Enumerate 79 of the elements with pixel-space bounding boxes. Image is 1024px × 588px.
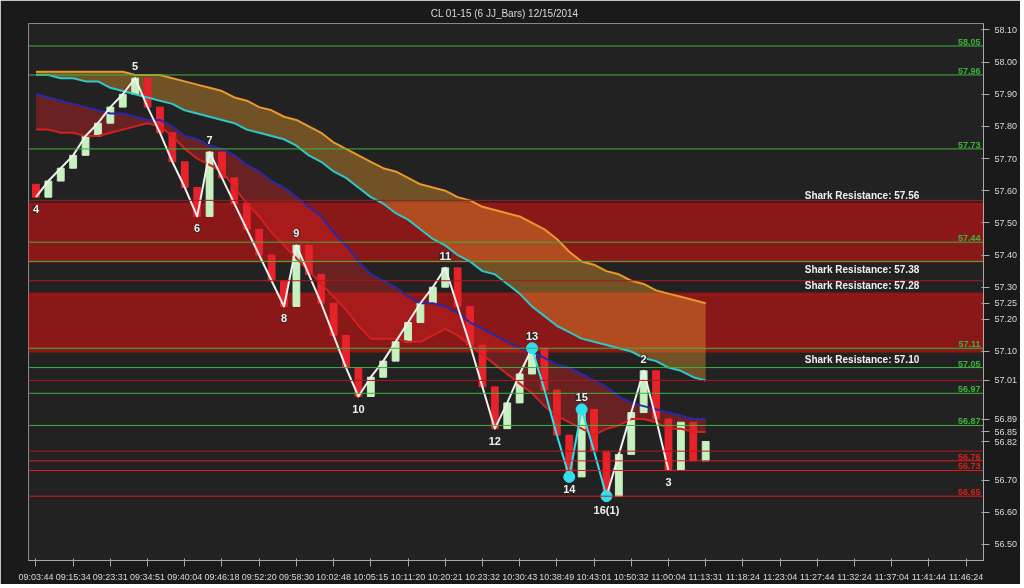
x-tick-label: 09:23:31: [92, 571, 128, 582]
x-tick-label: 11:18:24: [725, 571, 761, 582]
x-tick-label: 09:15:34: [55, 571, 91, 582]
annotation: 6: [194, 222, 201, 235]
y-tick-label: 58.00: [994, 57, 1018, 68]
y-tick-label: 57.80: [994, 121, 1018, 132]
ref-line-label: 58.05: [957, 37, 981, 48]
ref-line-label: 56.76: [957, 451, 981, 462]
x-tick-label: 11:32:24: [837, 571, 872, 582]
y-tick-label: 57.30: [994, 282, 1018, 293]
ref-line-label: 56.73: [957, 461, 981, 472]
annotation: 5: [132, 60, 139, 73]
x-tick-label: 11:13:31: [688, 571, 723, 582]
ref-line-label: 57.96: [957, 65, 981, 76]
annotation: Shark Resistance: 57.56: [804, 189, 920, 201]
y-tick-label: 57.60: [994, 185, 1018, 196]
ref-line-label: 57.05: [957, 358, 981, 369]
annotation: 8: [280, 312, 288, 325]
x-tick-label: 10:20:21: [427, 571, 463, 582]
annotation: 11: [439, 249, 452, 262]
annotation: 4: [32, 203, 40, 216]
annotation: 13: [525, 330, 539, 343]
y-tick-label: 57.01: [994, 375, 1018, 386]
point: [575, 403, 588, 416]
x-tick-label: 10:05:15: [353, 571, 389, 582]
x-tick-label: 10:02:48: [316, 571, 352, 582]
annotation: 15: [575, 391, 588, 404]
line-series: [34, 70, 707, 305]
annotation: 9: [293, 227, 300, 240]
annotation: Shark Resistance: 57.10: [804, 354, 920, 366]
ref-line-label: 56.65: [957, 487, 981, 498]
x-tick-label: 10:38:49: [539, 571, 575, 582]
ref-line-label: 57.44: [957, 233, 981, 244]
y-tick-label: 57.90: [994, 89, 1018, 100]
x-tick-label: 11:00:04: [651, 571, 686, 582]
annotation: Shark Resistance: 57.28: [804, 279, 920, 291]
y-tick-label: 56.50: [994, 539, 1018, 550]
y-tick-label: 57.25: [994, 298, 1018, 309]
x-tick-label: 11:46:24: [948, 571, 984, 582]
x-tick-label: 11:41:44: [911, 571, 947, 582]
x-tick-label: 10:23:32: [464, 571, 500, 582]
x-tick-label: 09:03:44: [18, 571, 54, 582]
x-tick-label: 09:40:04: [167, 571, 203, 582]
annotation: Shark Resistance: 57.38: [804, 264, 920, 276]
y-tick-label: 56.60: [994, 507, 1018, 518]
ref-line-label: 56.87: [957, 416, 981, 427]
y-tick-label: 56.70: [994, 475, 1018, 486]
y-tick-label: 57.40: [994, 250, 1018, 261]
annotation: 12: [488, 434, 501, 447]
x-tick-label: 10:30:43: [502, 571, 538, 582]
point: [563, 470, 576, 483]
x-tick-label: 09:34:51: [130, 571, 166, 582]
x-tick-label: 09:46:18: [204, 571, 240, 582]
annotation: 14: [563, 482, 577, 495]
annotation: 16(1): [593, 504, 620, 517]
y-tick-label: 56.89: [994, 414, 1018, 425]
x-tick-label: 10:50:32: [613, 571, 649, 582]
annotation: 3: [665, 476, 672, 489]
y-tick-label: 57.10: [994, 346, 1018, 357]
y-tick-label: 57.50: [994, 217, 1018, 228]
annotation: 10: [352, 402, 365, 415]
x-tick-label: 10:11:20: [390, 571, 426, 582]
y-tick-label: 57.20: [994, 314, 1018, 325]
chart-title: CL 01-15 (6 JJ_Bars) 12/15/2014: [430, 7, 579, 19]
y-tick-label: 56.82: [994, 436, 1018, 447]
annotation: 7: [206, 134, 213, 147]
y-tick-label: 56.85: [994, 426, 1018, 437]
x-tick-label: 11:37:04: [874, 571, 909, 582]
x-tick-label: 11:27:44: [800, 571, 835, 582]
annotation: 2: [640, 352, 647, 365]
x-tick-label: 10:43:01: [576, 571, 612, 582]
ref-line-label: 56.97: [957, 384, 981, 395]
x-tick-label: 09:52:20: [241, 571, 277, 582]
ref-line-label: 57.73: [957, 139, 981, 150]
ref-line-label: 57.11: [958, 339, 981, 350]
y-tick-label: 58.10: [994, 24, 1018, 35]
y-tick-label: 57.70: [994, 153, 1018, 164]
x-tick-label: 09:58:30: [278, 571, 314, 582]
x-tick-label: 11:23:04: [762, 571, 798, 582]
